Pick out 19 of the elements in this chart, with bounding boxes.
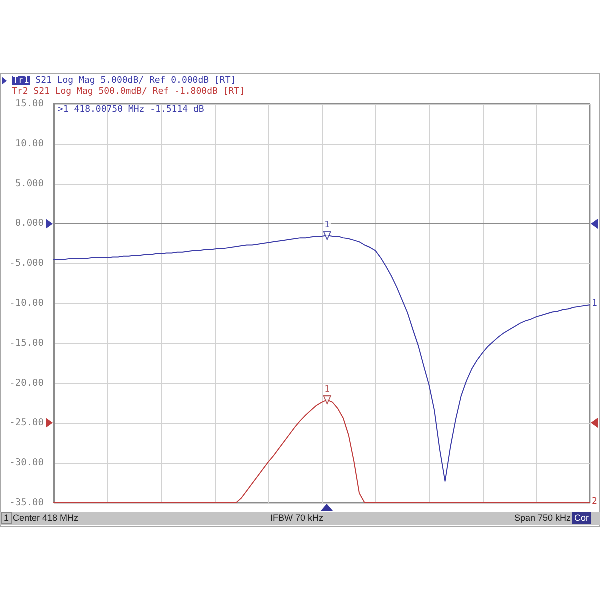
y-tick-label: 0.000: [15, 218, 44, 230]
y-tick-label: -35.00: [10, 498, 44, 508]
annotation: 1: [592, 299, 598, 310]
y-tick-label: 15.00: [15, 98, 44, 110]
y-tick-label: -25.00: [10, 418, 44, 429]
annotation: 2: [592, 497, 598, 508]
y-tick-label: -10.00: [10, 298, 44, 309]
status-bar: 1 Center 418 MHz IFBW 70 kHz Span 750 kHz Cor: [0, 512, 600, 525]
y-tick-label: -5.000: [10, 258, 44, 270]
y-tick-label: 5.000: [15, 178, 44, 190]
y-tick-label: -20.00: [10, 378, 44, 389]
legend-label: Tr1 S21 Log Mag 5.000dB/ Ref 0.000dB [RT]: [13, 76, 236, 86]
text: Tr2 S21 Log Mag 500.0mdB/ Ref -1.800dB [RT]: [12, 87, 245, 97]
y-tick-label: -15.00: [10, 338, 44, 349]
y-tick-label: -30.00: [10, 458, 44, 469]
y-tick-label: 10.00: [15, 138, 44, 150]
series-label: 1: [324, 385, 330, 396]
series-label: 1: [324, 220, 330, 231]
annotation: >1 418.00750 MHz -1.5114 dB: [58, 105, 204, 116]
